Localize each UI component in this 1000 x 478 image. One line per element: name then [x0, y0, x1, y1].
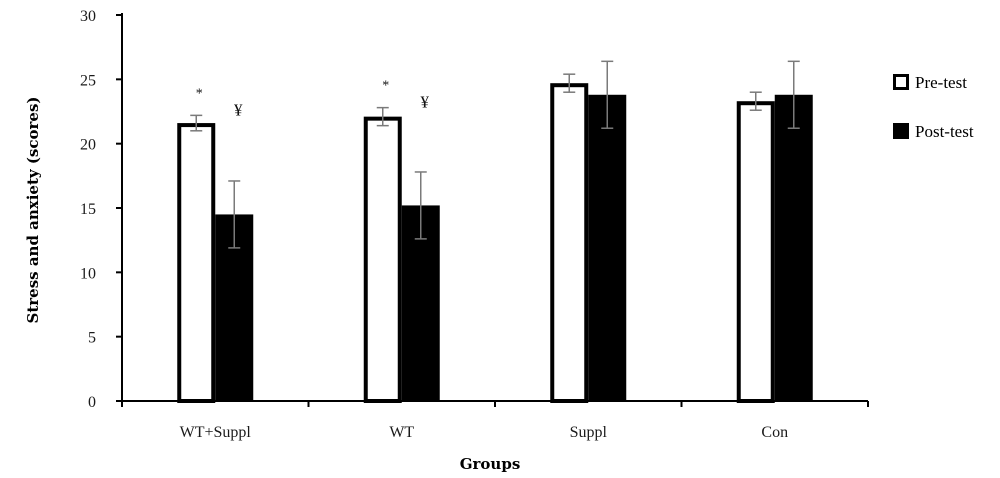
y-tick-label: 30 [80, 8, 96, 25]
x-axis-title: Groups [460, 455, 521, 473]
significance-marker: ¥ [421, 93, 430, 112]
legend-swatch [893, 123, 909, 139]
bars-layer [177, 83, 813, 404]
x-tick-label: Con [761, 424, 788, 441]
legend: Pre-test Post-test [893, 73, 974, 141]
bar-post-test-con [774, 94, 813, 402]
bar-pre-test-con [736, 101, 775, 403]
x-tick-label: Suppl [570, 424, 608, 441]
x-tick-label: WT+Suppl [180, 424, 252, 441]
axes-layer [121, 13, 868, 402]
y-axis-title: Stress and anxiety (scores) [24, 97, 42, 324]
bar-post-test-suppl [588, 94, 627, 402]
significance-marker: * [196, 86, 203, 101]
significance-marker: ¥ [234, 100, 243, 119]
y-axis-ticks: 0 5 10 15 20 25 30 [80, 8, 122, 411]
y-tick-label: 0 [88, 394, 96, 411]
legend-swatch [893, 74, 909, 90]
annotations-layer: * ¥ * ¥ [196, 79, 430, 120]
y-tick-label: 25 [80, 72, 96, 89]
y-tick-label: 5 [88, 330, 96, 347]
y-tick-label: 15 [80, 201, 96, 218]
y-tick-label: 20 [80, 137, 96, 154]
x-tick-label: WT [389, 424, 414, 441]
error-bars-layer [190, 60, 800, 249]
bar-pre-test-suppl [550, 83, 589, 404]
bar-pre-test-wt [363, 116, 402, 403]
legend-label: Post-test [915, 122, 974, 141]
legend-label: Pre-test [915, 73, 967, 92]
x-axis-ticks: WT+Suppl WT Suppl Con [121, 401, 869, 441]
y-tick-label: 10 [80, 265, 96, 282]
significance-marker: * [382, 79, 389, 94]
bar-pre-test-wt-suppl [177, 123, 216, 404]
